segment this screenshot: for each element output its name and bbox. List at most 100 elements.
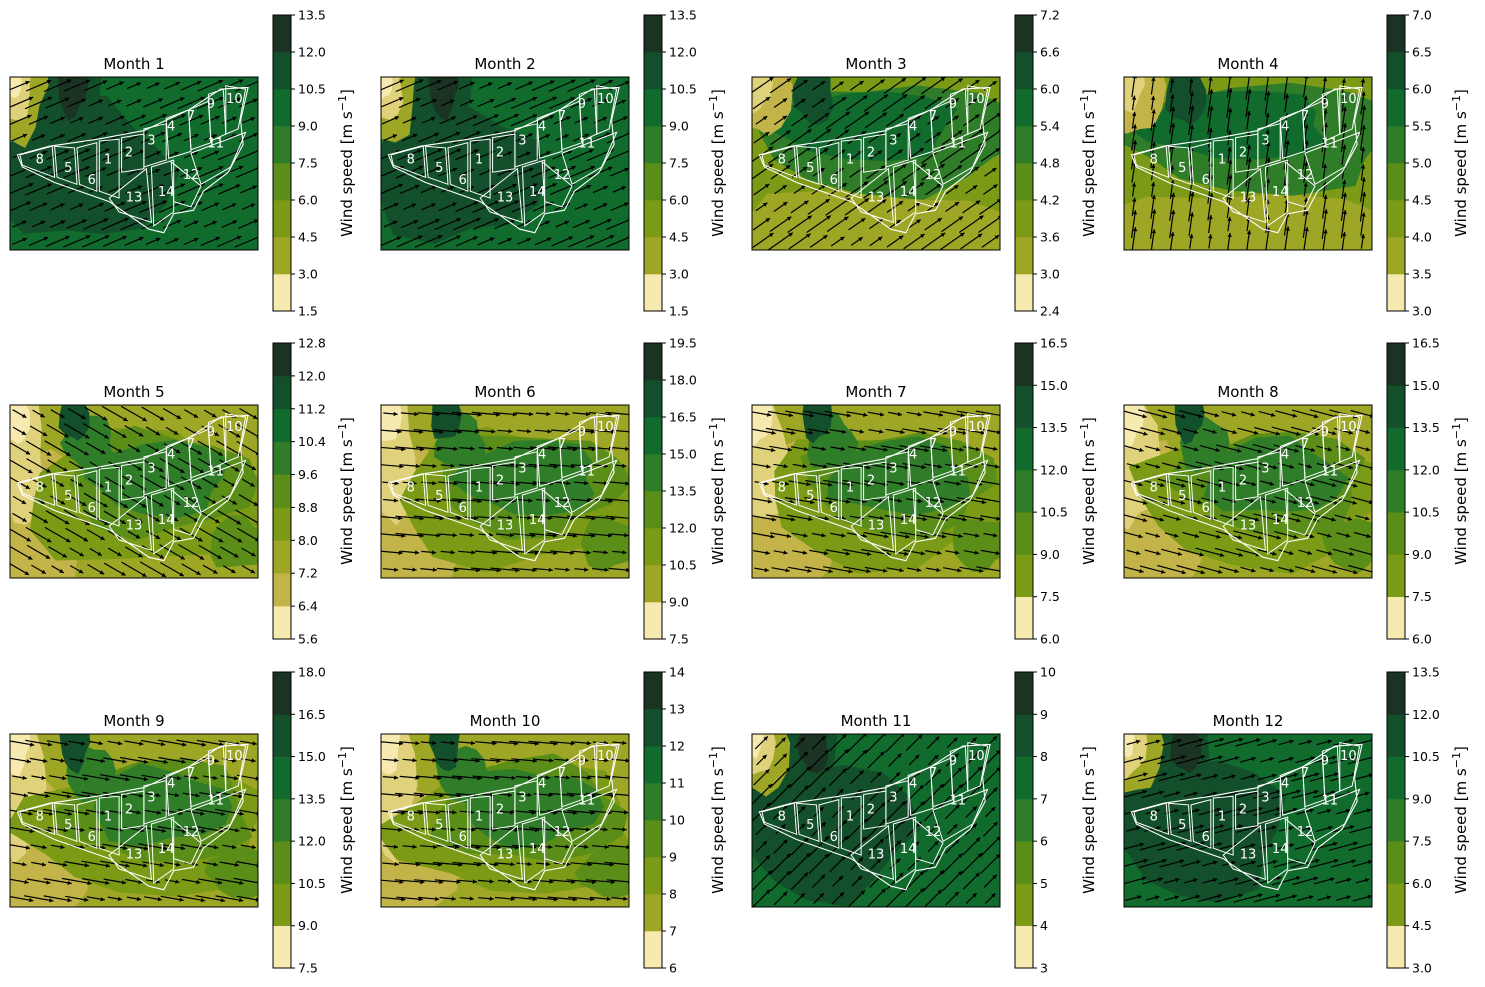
contour-band	[58, 77, 89, 121]
wind-arrow-head	[993, 787, 998, 792]
colorbar-band	[644, 200, 662, 238]
wind-arrow-head	[67, 897, 72, 903]
colorbar-band	[644, 602, 662, 640]
zone-label-4: 4	[909, 776, 917, 791]
wind-arrow-head	[1143, 858, 1148, 864]
zone-label-13: 13	[868, 518, 885, 533]
wind-arrow	[1292, 877, 1319, 886]
wind-arrow-head	[1181, 570, 1186, 575]
zone-label-14: 14	[1272, 513, 1289, 528]
zone-label-3: 3	[889, 133, 897, 148]
wind-arrow	[413, 429, 444, 433]
wind-arrow-head	[1200, 483, 1206, 488]
wind-arrow-head	[630, 776, 634, 780]
wind-arrow	[586, 148, 615, 162]
zone-label-10: 10	[597, 749, 614, 764]
wind-arrow	[1283, 77, 1288, 100]
wind-arrow-head	[1314, 500, 1319, 505]
wind-arrow-head	[765, 889, 771, 895]
wind-arrow-head	[884, 534, 889, 539]
wind-arrow-head	[979, 215, 984, 220]
wind-arrow-head	[995, 148, 1000, 153]
zone-label-7: 7	[929, 109, 937, 124]
wind-arrow-head	[993, 446, 998, 451]
wind-arrow-head	[623, 202, 629, 207]
colorbar-tick-label: 10.5	[298, 82, 326, 97]
wind-arrow-head	[1001, 500, 1005, 504]
wind-arrow	[471, 758, 501, 762]
wind-arrow-head	[1199, 552, 1204, 557]
wind-arrow-head	[902, 164, 907, 169]
wind-arrow	[23, 895, 54, 902]
zone-label-3: 3	[518, 461, 526, 476]
wind-arrow-head	[1330, 877, 1335, 882]
wind-arrow	[549, 96, 576, 109]
wind-arrow-head	[469, 896, 474, 901]
wind-arrow-head	[139, 828, 145, 833]
wind-arrow	[826, 216, 849, 232]
wind-arrow	[493, 412, 517, 416]
wind-arrow-head	[1323, 122, 1328, 128]
wind-arrow-head	[995, 854, 1000, 859]
wind-arrow-head	[1189, 78, 1194, 83]
wind-arrow-head	[549, 758, 554, 763]
wind-arrow-head	[138, 553, 143, 558]
wind-arrow	[234, 80, 258, 92]
zone-label-7: 7	[1301, 437, 1309, 452]
zone-11-boundary	[561, 788, 618, 843]
wind-arrow-head	[175, 879, 180, 884]
wind-arrow-head	[552, 183, 557, 188]
wind-arrow	[25, 739, 53, 746]
wind-arrow	[826, 748, 849, 772]
wind-arrow	[177, 457, 205, 474]
wind-arrow-head	[822, 235, 828, 240]
wind-arrow-head	[565, 567, 570, 572]
wind-arrow	[605, 150, 629, 162]
wind-arrow-head	[1323, 209, 1328, 214]
wind-arrow-head	[214, 432, 219, 436]
wind-arrow-head	[765, 769, 770, 774]
wind-arrow-head	[156, 793, 161, 798]
colorbar-tick-label: 10.4	[298, 434, 326, 449]
wind-arrow-head	[895, 858, 901, 863]
wind-arrow-head	[864, 111, 870, 116]
zone-11-boundary	[190, 459, 247, 514]
zone-10-boundary	[967, 85, 989, 135]
wind-arrow	[604, 861, 629, 866]
zone-10-boundary	[225, 413, 247, 463]
zone-14-boundary	[892, 487, 917, 555]
wind-arrow-head	[1156, 551, 1161, 556]
wind-arrow-head	[238, 79, 244, 84]
wind-arrow-head	[820, 98, 826, 103]
wind-arrow	[1311, 842, 1338, 851]
wind-arrow-head	[900, 429, 905, 435]
colorbar-tick-label: 1.5	[298, 304, 318, 319]
wind-arrow	[415, 862, 443, 866]
wind-arrow	[786, 514, 813, 521]
wind-arrow-head	[411, 203, 417, 208]
wind-arrow	[979, 836, 1000, 858]
wind-arrow-head	[392, 134, 397, 139]
wind-arrow-head	[251, 827, 257, 832]
wind-arrow-head	[1208, 147, 1213, 153]
wind-arrow-head	[196, 570, 201, 575]
zone-12-boundary	[912, 160, 944, 208]
zone-8-boundary	[390, 473, 427, 507]
wind-arrow-head	[806, 233, 811, 238]
zone-label-13: 13	[1240, 190, 1257, 205]
zone-label-13: 13	[497, 847, 514, 862]
wind-arrow	[604, 775, 629, 779]
contour-band	[1203, 435, 1349, 512]
wind-arrow-head	[1213, 774, 1218, 779]
zone-7-boundary	[188, 428, 212, 479]
colorbar-band	[1387, 714, 1405, 757]
wind-arrow	[846, 749, 868, 771]
wind-arrow-head	[64, 520, 70, 525]
wind-arrow-head	[1272, 860, 1278, 865]
zone-5-boundary	[54, 473, 78, 514]
wind-arrow	[453, 567, 481, 572]
zone-12-boundary	[541, 160, 573, 208]
wind-arrow	[1253, 894, 1281, 903]
wind-arrow-head	[415, 98, 421, 102]
